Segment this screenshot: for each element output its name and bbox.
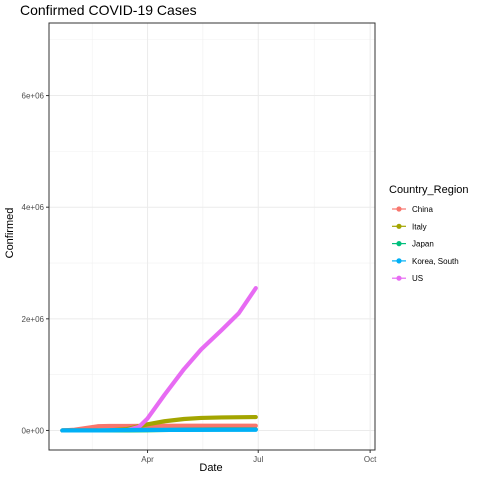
x-axis: Apr Jul Oct (141, 450, 377, 464)
legend-key (392, 224, 406, 229)
y-tick-label: 4e+06 (22, 203, 45, 212)
legend-label: Italy (412, 222, 427, 231)
legend-label: China (412, 205, 433, 214)
legend-key (392, 206, 406, 211)
legend-label: Korea, South (412, 257, 459, 266)
x-tick-label: Apr (141, 455, 154, 464)
y-axis-title: Confirmed (4, 208, 16, 259)
legend-title: Country_Region (389, 184, 469, 196)
legend-key (392, 241, 406, 246)
legend-key-dot (396, 206, 401, 211)
y-tick-label: 6e+06 (22, 92, 45, 101)
legend-key-dot (396, 258, 401, 263)
y-tick-label: 0e+00 (22, 426, 45, 435)
x-tick-label: Oct (364, 455, 377, 464)
x-axis-title: Date (199, 462, 222, 474)
chart-title: Confirmed COVID-19 Cases (20, 2, 197, 18)
legend-key (392, 276, 406, 281)
legend: Country_Region China Italy Japan Korea, Sou… (389, 184, 469, 283)
legend-key-dot (396, 276, 401, 281)
panel-background (49, 23, 375, 450)
legend-key-dot (396, 241, 401, 246)
legend-key (392, 258, 406, 263)
legend-label: US (412, 274, 423, 283)
y-axis: 0e+00 2e+06 4e+06 6e+06 (22, 92, 49, 436)
legend-label: Japan (412, 240, 434, 249)
x-tick-label: Jul (253, 455, 263, 464)
y-tick-label: 2e+06 (22, 315, 45, 324)
series-line-korea-south (62, 430, 255, 431)
legend-key-dot (396, 224, 401, 229)
plot-panel (49, 23, 375, 450)
